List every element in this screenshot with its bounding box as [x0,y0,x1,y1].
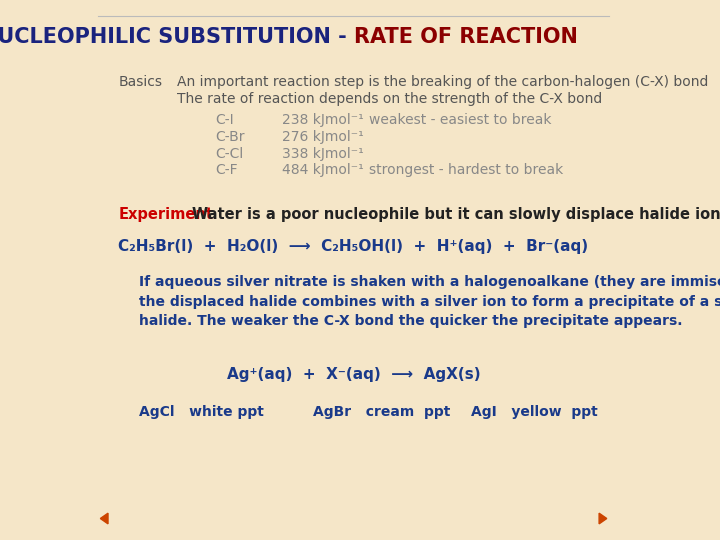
Text: weakest - easiest to break: weakest - easiest to break [369,113,552,127]
Polygon shape [100,513,108,524]
Text: 238 kJmol⁻¹: 238 kJmol⁻¹ [282,113,364,127]
Text: Water is a poor nucleophile but it can slowly displace halide ions: Water is a poor nucleophile but it can s… [192,207,720,222]
Text: AgCl   white ppt: AgCl white ppt [139,404,264,418]
Text: 276 kJmol⁻¹: 276 kJmol⁻¹ [282,130,364,144]
Text: C-F: C-F [215,163,238,177]
Text: C-Br: C-Br [215,130,245,144]
Polygon shape [599,513,607,524]
Text: An important reaction step is the breaking of the carbon-halogen (C-X) bond: An important reaction step is the breaki… [177,75,708,89]
Text: The rate of reaction depends on the strength of the C-X bond: The rate of reaction depends on the stre… [177,92,603,106]
Text: AgBr   cream  ppt: AgBr cream ppt [312,404,450,418]
Text: If aqueous silver nitrate is shaken with a halogenoalkane (they are immiscible)
: If aqueous silver nitrate is shaken with… [139,275,720,328]
Text: Experiment: Experiment [118,207,213,222]
Text: strongest - hardest to break: strongest - hardest to break [369,163,563,177]
Text: 338 kJmol⁻¹: 338 kJmol⁻¹ [282,146,364,160]
Text: C-Cl: C-Cl [215,146,243,160]
Text: 484 kJmol⁻¹: 484 kJmol⁻¹ [282,163,364,177]
Text: Ag⁺(aq)  +  X⁻(aq)  ⟶  AgX(s): Ag⁺(aq) + X⁻(aq) ⟶ AgX(s) [227,367,480,382]
Text: C₂H₅Br(l)  +  H₂O(l)  ⟶  C₂H₅OH(l)  +  H⁺(aq)  +  Br⁻(aq): C₂H₅Br(l) + H₂O(l) ⟶ C₂H₅OH(l) + H⁺(aq) … [119,239,589,254]
Text: NUCLEOPHILIC SUBSTITUTION -: NUCLEOPHILIC SUBSTITUTION - [0,27,354,47]
Text: Basics: Basics [118,75,162,89]
Text: RATE OF REACTION: RATE OF REACTION [354,27,577,47]
Text: AgI   yellow  ppt: AgI yellow ppt [471,404,598,418]
Text: C-I: C-I [215,113,234,127]
